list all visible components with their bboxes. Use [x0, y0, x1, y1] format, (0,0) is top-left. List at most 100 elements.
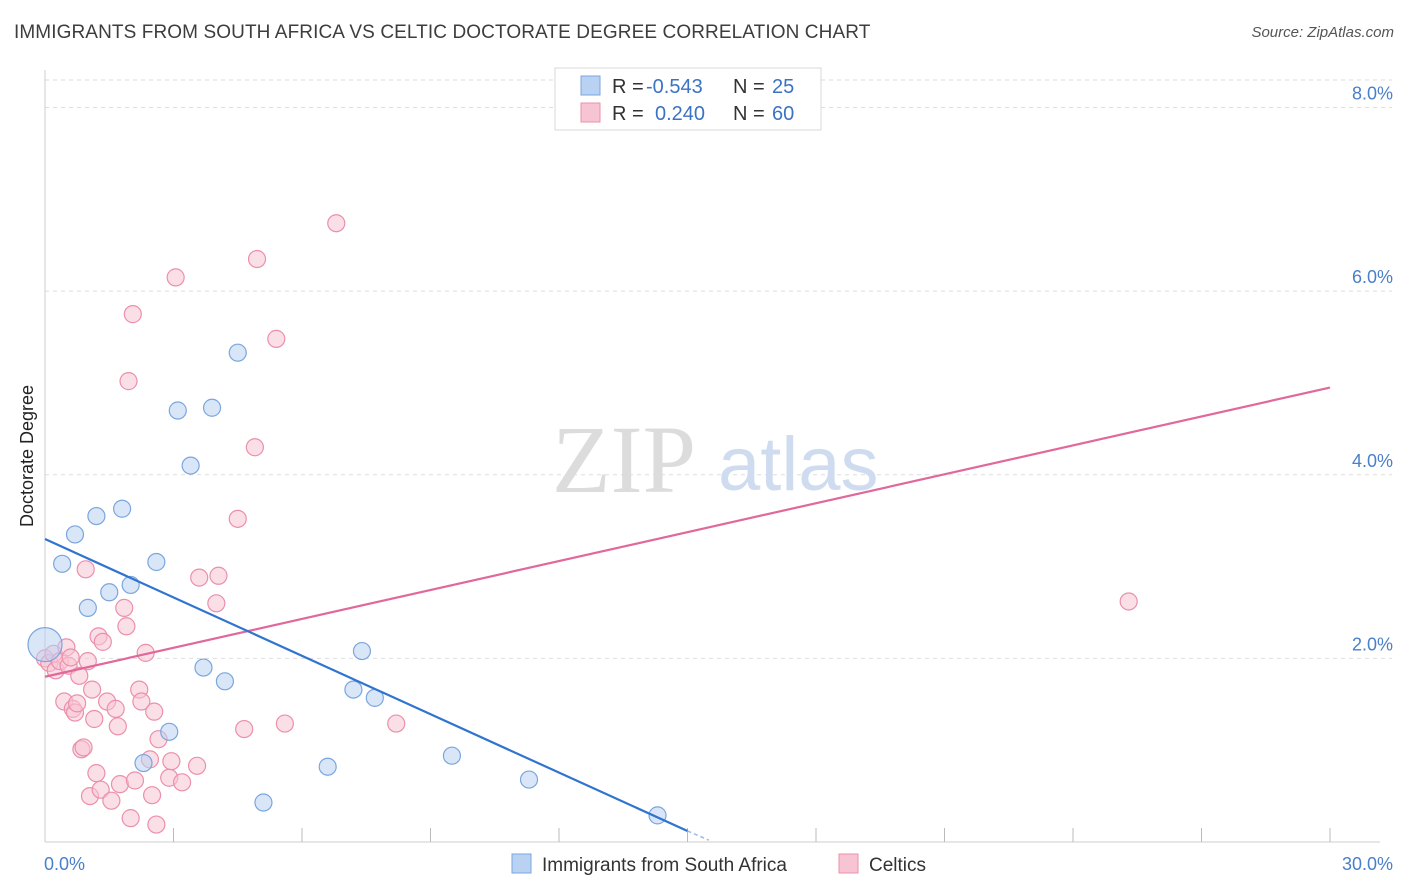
data-point: [147, 552, 166, 572]
legend-r-label-b: R =: [612, 103, 644, 125]
chart-title: IMMIGRANTS FROM SOUTH AFRICA VS CELTIC D…: [14, 22, 871, 43]
legend-swatch-south-africa: [580, 75, 601, 96]
data-point: [91, 780, 110, 799]
data-point: [168, 401, 187, 420]
y-tick-label: 8.0%: [1352, 84, 1393, 104]
y-tick-label: 4.0%: [1352, 451, 1393, 471]
y-axis-title: Doctorate Degree: [17, 385, 37, 527]
data-point: [119, 372, 138, 391]
y-tick-labels: 2.0% 4.0% 6.0% 8.0%: [1352, 84, 1393, 655]
data-point: [83, 680, 102, 699]
data-point: [125, 771, 145, 790]
data-point: [344, 680, 363, 699]
legend-top: R = -0.543 N = 25 R = 0.240 N = 60: [554, 67, 822, 131]
data-point: [147, 815, 166, 834]
data-point: [172, 773, 192, 792]
legend-r-value-a: -0.543: [646, 76, 703, 98]
y-tick-label: 2.0%: [1352, 634, 1393, 654]
data-point: [132, 692, 151, 711]
y-tick-label: 6.0%: [1352, 267, 1393, 287]
data-point: [68, 694, 87, 713]
data-point: [267, 329, 286, 348]
data-point: [519, 770, 539, 789]
legend-swatch-celtics: [580, 102, 601, 123]
data-point: [318, 757, 337, 776]
x-tick-label-left: 0.0%: [44, 854, 85, 874]
trendline-south-africa-extension: [687, 830, 710, 841]
data-point: [194, 658, 213, 677]
data-point: [209, 566, 228, 585]
data-point: [61, 648, 80, 667]
legend-n-value-b: 60: [772, 103, 794, 125]
data-point: [215, 672, 234, 691]
data-point: [93, 632, 112, 651]
data-point: [352, 641, 372, 661]
data-point: [142, 786, 162, 805]
data-point: [123, 305, 142, 324]
data-point: [112, 499, 132, 518]
data-point: [27, 627, 63, 663]
data-point: [106, 699, 125, 718]
data-point: [121, 809, 140, 828]
data-point: [74, 738, 93, 757]
legend-bottom-swatch-south-africa: [511, 853, 532, 874]
celtics-points: [35, 214, 1138, 834]
axes: [44, 70, 1380, 843]
data-point: [134, 753, 153, 773]
data-point: [387, 714, 406, 733]
legend-r-label-a: R =: [612, 76, 644, 98]
data-point: [117, 617, 136, 636]
data-point: [245, 438, 264, 457]
data-point: [87, 764, 106, 783]
data-point: [78, 598, 97, 617]
legend-n-label-b: N =: [733, 103, 765, 125]
data-point: [190, 568, 209, 587]
data-point: [228, 343, 247, 362]
legend-n-value-a: 25: [772, 76, 794, 98]
data-point: [85, 709, 104, 729]
trendlines: [44, 386, 1331, 841]
legend-bottom: Immigrants from South Africa Celtics: [511, 853, 926, 876]
gridlines: [45, 79, 1392, 659]
data-point: [115, 598, 134, 617]
x-ticks: [173, 828, 1331, 842]
data-point: [145, 702, 164, 721]
data-point: [181, 456, 200, 475]
watermark-atlas: atlas: [718, 422, 879, 507]
data-point: [247, 249, 267, 269]
legend-bottom-swatch-celtics: [838, 853, 859, 874]
legend-bottom-label-south-africa: Immigrants from South Africa: [542, 855, 787, 876]
data-point: [87, 506, 106, 526]
data-point: [202, 398, 222, 417]
data-point: [53, 554, 72, 573]
data-point: [207, 594, 226, 613]
source-credit: Source: ZipAtlas.com: [1251, 24, 1394, 41]
data-point: [100, 583, 119, 602]
watermark: ZIP atlas: [552, 406, 879, 513]
south-africa-points: [27, 343, 667, 825]
watermark-zip: ZIP: [552, 406, 696, 513]
data-point: [327, 214, 346, 233]
data-point: [1119, 592, 1138, 611]
data-point: [275, 714, 294, 733]
data-point: [235, 719, 254, 739]
data-point: [228, 509, 247, 528]
x-tick-label-right: 30.0%: [1342, 854, 1393, 874]
data-point: [442, 746, 462, 765]
data-point: [108, 717, 127, 736]
legend-n-label-a: N =: [733, 76, 765, 98]
data-point: [254, 793, 273, 812]
data-point: [76, 560, 95, 579]
legend-r-value-b: 0.240: [655, 103, 705, 125]
data-point: [160, 722, 179, 741]
data-point: [110, 775, 130, 794]
trendline-celtics: [44, 386, 1331, 678]
trendline-south-africa: [44, 538, 688, 832]
data-point: [162, 752, 181, 771]
data-point: [70, 666, 89, 685]
data-point: [102, 791, 121, 810]
data-point: [187, 756, 207, 775]
data-point: [65, 525, 85, 544]
legend-bottom-label-celtics: Celtics: [869, 855, 926, 876]
